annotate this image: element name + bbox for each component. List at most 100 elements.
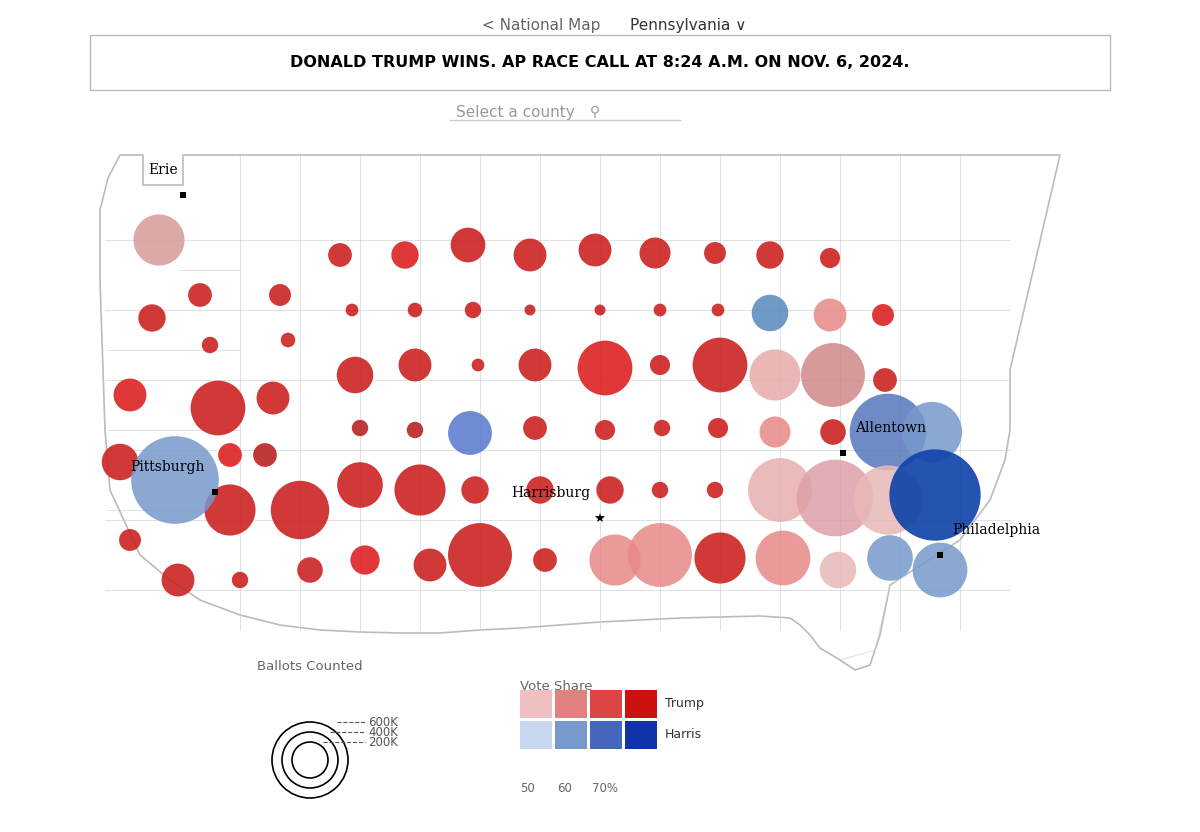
Text: Select a county: Select a county [456, 105, 575, 120]
Point [708, 421, 727, 434]
Text: < National Map: < National Map [481, 18, 600, 33]
Point [823, 425, 842, 438]
Point [264, 391, 283, 404]
Point [923, 425, 942, 438]
Point [410, 483, 430, 497]
Point [221, 503, 240, 517]
Point [766, 425, 785, 438]
Point [270, 289, 289, 302]
Point [821, 309, 840, 322]
Point [166, 473, 185, 487]
Point [191, 289, 210, 302]
Text: 400K: 400K [368, 726, 398, 739]
Text: 60: 60 [557, 782, 572, 795]
Bar [625, 721, 658, 749]
Bar [554, 721, 587, 749]
Point [823, 369, 842, 382]
Point [221, 448, 240, 462]
Point [650, 548, 670, 562]
Point [710, 552, 730, 565]
Point [650, 304, 670, 317]
Point [595, 361, 614, 374]
Text: Erie: Erie [149, 163, 178, 177]
Point [290, 503, 310, 517]
Text: 50: 50 [520, 782, 535, 795]
Point [586, 243, 605, 256]
Point [878, 493, 898, 507]
Point [120, 533, 139, 547]
Point [300, 563, 319, 577]
Point [200, 339, 220, 352]
Point [761, 306, 780, 319]
Point [461, 426, 480, 439]
Point [350, 421, 370, 434]
Point [458, 238, 478, 251]
FancyBboxPatch shape [90, 35, 1110, 90]
Text: ⚲: ⚲ [590, 105, 600, 119]
Text: Pennsylvania ∨: Pennsylvania ∨ [630, 18, 746, 33]
Point [878, 425, 898, 438]
Point [828, 563, 847, 577]
Point [468, 359, 487, 372]
Point [774, 552, 793, 565]
Point [876, 374, 895, 387]
Point [881, 552, 900, 565]
Bar [625, 690, 658, 718]
Point [406, 423, 425, 437]
Point [653, 421, 672, 434]
Point [406, 304, 425, 317]
Point [710, 359, 730, 372]
Bar [520, 721, 552, 749]
Point [521, 248, 540, 261]
Point [706, 483, 725, 497]
Point [606, 553, 625, 567]
Point [342, 304, 361, 317]
Point [526, 359, 545, 372]
Point [925, 488, 944, 502]
Text: DONALD TRUMP WINS. AP RACE CALL AT 8:24 A.M. ON NOV. 6, 2024.: DONALD TRUMP WINS. AP RACE CALL AT 8:24 … [290, 55, 910, 70]
Text: 70%: 70% [592, 782, 618, 795]
Text: Ballots Counted: Ballots Counted [257, 660, 362, 673]
Point [826, 492, 845, 505]
Point [470, 548, 490, 562]
Text: Harris: Harris [665, 729, 702, 741]
Point [650, 483, 670, 497]
Polygon shape [100, 155, 1060, 670]
Point [821, 251, 840, 265]
Point [420, 558, 439, 572]
Point [874, 309, 893, 322]
Text: Vote Share: Vote Share [520, 680, 593, 693]
Point [761, 248, 780, 261]
Point [590, 304, 610, 317]
Point [230, 573, 250, 587]
Text: Allentown: Allentown [854, 421, 926, 435]
Point [149, 233, 168, 246]
Point [708, 304, 727, 317]
Text: 600K: 600K [368, 716, 398, 729]
Point [521, 304, 540, 317]
Bar [590, 690, 622, 718]
Point [530, 483, 550, 497]
Point [168, 573, 187, 587]
Point [766, 369, 785, 382]
Text: Trump: Trump [665, 697, 704, 711]
Point [330, 248, 349, 261]
Point [396, 248, 415, 261]
Point [535, 553, 554, 567]
Point [463, 304, 482, 317]
Point [209, 401, 228, 414]
Point [706, 246, 725, 260]
Point [143, 311, 162, 324]
Bar [590, 721, 622, 749]
Bar [554, 690, 587, 718]
Point [930, 563, 949, 577]
Point [526, 421, 545, 434]
Point [120, 389, 139, 402]
Point [595, 423, 614, 437]
Point [646, 246, 665, 260]
Point [350, 478, 370, 492]
Point [346, 369, 365, 382]
Point [256, 448, 275, 462]
Text: Pittsburgh: Pittsburgh [131, 460, 205, 474]
Point [600, 483, 619, 497]
